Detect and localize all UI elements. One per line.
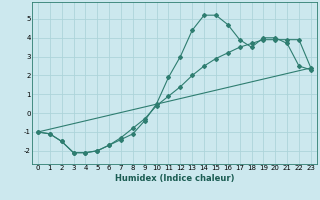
X-axis label: Humidex (Indice chaleur): Humidex (Indice chaleur) — [115, 174, 234, 183]
